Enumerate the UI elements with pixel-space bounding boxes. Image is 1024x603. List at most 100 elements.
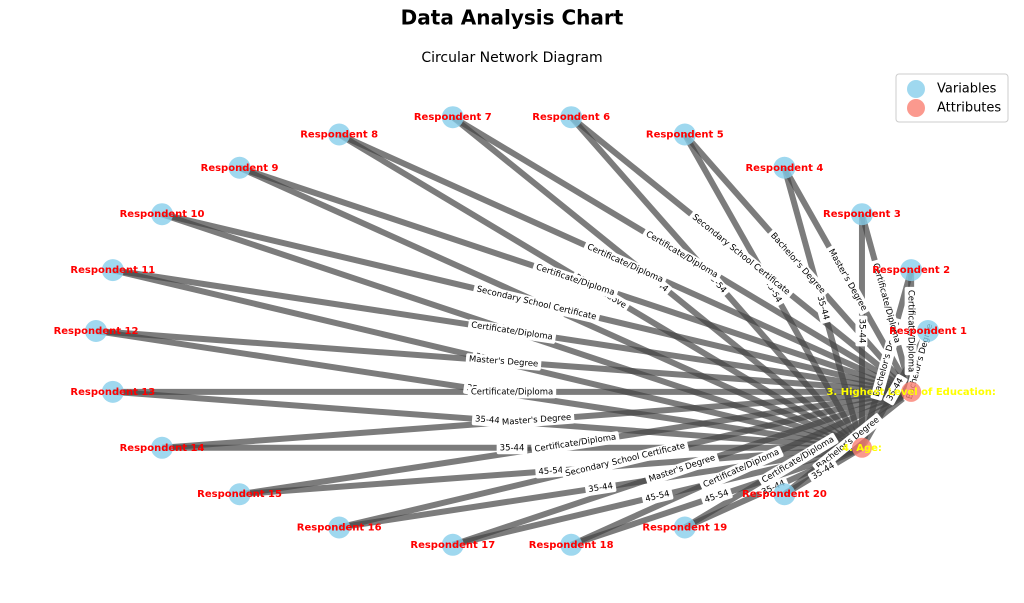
edge-label-text: Certificate/Diploma — [535, 263, 616, 299]
respondent-node — [101, 380, 124, 403]
respondent-node — [560, 533, 583, 556]
edge-label-box — [467, 386, 557, 399]
edge-label-box — [766, 228, 829, 299]
edge-label-box — [699, 445, 784, 492]
edge-label-text: Certificate/Diploma — [585, 242, 664, 285]
edge-label-box — [855, 315, 868, 347]
edge-label-text: Secondary School Certificate — [476, 284, 598, 322]
respondent-label: Respondent 10 — [120, 209, 205, 220]
respondent-label: Respondent 1 — [889, 326, 967, 337]
respondent-node — [917, 320, 939, 342]
respondent-label: Respondent 6 — [532, 112, 610, 123]
legend-label: Variables — [937, 82, 997, 97]
respondent-label: Respondent 16 — [297, 522, 382, 533]
respondent-node — [151, 203, 174, 226]
respondent-label: Respondent 11 — [70, 265, 155, 276]
respondent-label: Respondent 3 — [823, 209, 901, 220]
edge-label-text: Certificate/Diploma — [470, 320, 553, 342]
edge-label: Master's Degree — [465, 353, 542, 371]
edge-label-box — [561, 439, 689, 481]
edge-label-box — [582, 240, 668, 287]
edge-label-box — [531, 431, 620, 456]
respondent-node — [328, 123, 351, 146]
edge-label: Certificate/Diploma — [904, 286, 917, 376]
edge-label: 35-44 — [855, 315, 868, 347]
edge-label-box — [641, 227, 722, 283]
respondent-label: Respondent 9 — [201, 163, 279, 174]
attribute-label: 4. Age: — [842, 443, 882, 454]
edge-label: 35-44 — [584, 480, 617, 497]
respondent-node — [850, 203, 873, 226]
legend: Variables Attributes — [895, 73, 1009, 123]
edge-label-box — [465, 353, 542, 371]
respondent-label: Respondent 2 — [872, 265, 950, 276]
edge-label-box — [584, 480, 617, 497]
edge-label-box — [498, 411, 575, 429]
respondent-node — [560, 106, 583, 129]
edge-label-box — [813, 291, 833, 324]
edge-label-box — [812, 413, 884, 474]
subtitle: Circular Network Diagram — [421, 50, 602, 66]
edge-label-box — [535, 464, 567, 479]
edge-label-box — [904, 286, 917, 376]
edge-label-box — [641, 487, 674, 506]
edge-label-box — [472, 283, 601, 324]
legend-label: Attributes — [937, 101, 1001, 116]
respondent-label: Respondent 17 — [410, 540, 495, 551]
respondent-node — [441, 533, 464, 556]
edge-label-box — [496, 442, 528, 455]
edge-label-text: Secondary School Certificate — [690, 212, 792, 297]
edge-label: 45-54 — [641, 487, 674, 506]
edge-label-box — [883, 374, 908, 406]
respondent-node — [328, 516, 351, 539]
respondent-node — [673, 516, 696, 539]
edge-label: Certificate/Diploma — [531, 431, 620, 456]
respondent-node — [773, 483, 796, 506]
edge-label-box — [531, 261, 619, 300]
respondent-node — [900, 259, 923, 282]
attribute-node — [851, 437, 872, 458]
respondent-label: Respondent 12 — [54, 326, 139, 337]
edge-label-text: 35-44 — [588, 481, 614, 495]
edge-label-box — [757, 476, 790, 500]
edge-label-box — [868, 259, 904, 347]
edge-label: Certificate/Diploma — [467, 386, 557, 399]
respondent-label: Respondent 20 — [742, 489, 827, 500]
respondent-node — [151, 436, 174, 459]
edge-label-text: 35-44 — [856, 319, 866, 344]
edge-label-box — [807, 459, 839, 484]
respondent-node — [673, 123, 696, 146]
edge-label-box — [471, 413, 503, 428]
respondent-label: Respondent 4 — [745, 163, 823, 174]
edge-label-box — [687, 210, 794, 300]
edge-label-box — [757, 432, 839, 488]
edge-label: 35-44 — [813, 291, 833, 324]
edge-label-text: 45-54 — [538, 466, 563, 478]
edge-label: Master's Degree — [498, 411, 575, 429]
edge-label-box — [824, 244, 871, 316]
edge-label: 45-54 — [535, 464, 567, 479]
edge-label-text: Certificate/Diploma — [471, 387, 553, 397]
edge-label-box — [467, 319, 557, 344]
respondent-label: Respondent 19 — [642, 522, 727, 533]
legend-swatch — [907, 99, 925, 117]
respondent-label: Respondent 7 — [414, 112, 492, 123]
edge-label: Certificate/Diploma — [531, 261, 619, 300]
respondent-label: Respondent 5 — [646, 130, 724, 141]
edge-label: Secondary School Certificate — [472, 283, 601, 324]
edge-label-box — [700, 486, 733, 507]
edge-label-text: 35-44 — [500, 443, 525, 453]
respondent-label: Respondent 15 — [197, 489, 282, 500]
edge-label: 35-44 — [471, 413, 503, 428]
legend-swatch — [907, 80, 925, 98]
respondent-label: Respondent 8 — [300, 130, 378, 141]
title: Data Analysis Chart — [401, 6, 624, 30]
respondent-node — [773, 156, 796, 179]
respondent-node — [101, 259, 124, 282]
edge-label: 35-44 — [496, 442, 528, 455]
respondent-node — [228, 483, 251, 506]
edge-label-text: Certificate/Diploma — [534, 432, 617, 454]
edge-label-box — [644, 451, 720, 486]
respondent-node — [228, 156, 251, 179]
respondent-label: Respondent 14 — [120, 443, 205, 454]
